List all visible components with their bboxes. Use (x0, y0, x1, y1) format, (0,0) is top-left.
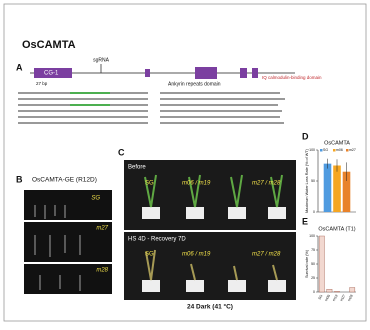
y-tick-label: 100 (309, 234, 315, 238)
y-tick-label: 0 (313, 290, 315, 294)
panel-label: A (16, 62, 23, 72)
bar (333, 165, 341, 212)
gene-diagram (30, 64, 295, 79)
caption: 24 Dark (41 °C) (187, 303, 233, 311)
legend-label: m27 (349, 148, 356, 152)
y-axis-label: Maximum Water Loss Rate (% of WT) (305, 148, 309, 213)
group-label: SG (145, 181, 154, 187)
panel-label: B (16, 174, 23, 184)
sgrna-label: sgRNA (93, 57, 110, 63)
group-label: m06 / m19 (182, 252, 211, 258)
y-tick-label: 50 (311, 262, 315, 266)
bar (334, 291, 340, 293)
legend-label: m06 (336, 148, 343, 152)
sequence-alignment (18, 92, 285, 124)
domain-label: CG-1 (44, 71, 59, 77)
panel-label: E (302, 216, 308, 226)
frame (3, 3, 367, 322)
y-tick-label: 50 (311, 179, 315, 183)
x-tick-label: m27 (339, 294, 346, 302)
root-photos (24, 190, 112, 294)
panel-label: C (118, 147, 125, 157)
panel-label: D (302, 131, 309, 141)
start-label: 27 bp (36, 81, 48, 86)
legend-swatch (346, 149, 349, 152)
photo-label: Before (128, 165, 146, 171)
iq-label: IQ calmodulin-binding domain (262, 75, 322, 80)
plant-photos (124, 160, 296, 300)
row-label: m28 (96, 268, 108, 274)
figure-title: OsCAMTA (22, 39, 76, 51)
group-label: m27 / m28 (252, 252, 281, 258)
x-tick-label: m28 (347, 294, 354, 302)
legend-swatch (320, 149, 323, 152)
chart-title: OsCAMTA (T1) (318, 226, 355, 232)
x-tick-label: m06 (324, 294, 331, 302)
ankyrin-label: Ankyrin repeats domain (168, 81, 221, 87)
legend-swatch (333, 149, 336, 152)
legend-label: SG (323, 148, 328, 152)
group-label: m27 / m28 (252, 181, 281, 187)
chart-title: OsCAMTA (324, 140, 350, 146)
group-label: m06 / m19 (182, 181, 211, 187)
x-tick-label: m19 (332, 294, 339, 302)
group-label: SG (145, 252, 154, 258)
y-tick-label: 75 (311, 248, 315, 252)
photo-label: HS 4D - Recovery 7D (128, 237, 186, 243)
bar (342, 171, 351, 212)
bar (318, 235, 325, 293)
bar (323, 163, 332, 212)
y-axis-label: Survival rate (%) (305, 249, 309, 278)
bar (326, 289, 333, 293)
row-label: m27 (96, 226, 108, 232)
y-tick-label: 100 (309, 148, 315, 152)
panel-title: OsCAMTA-GE (R12D) (32, 177, 97, 184)
bar (349, 287, 356, 293)
y-tick-label: 0 (313, 210, 315, 214)
y-tick-label: 25 (311, 276, 315, 280)
x-tick-label: SG (317, 294, 323, 301)
row-label: SG (91, 196, 100, 202)
